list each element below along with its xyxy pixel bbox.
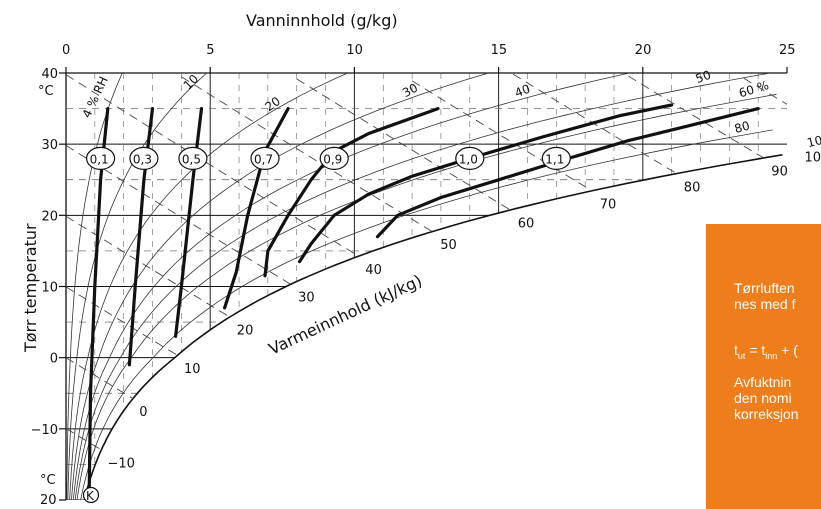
series-label: 0,9 bbox=[323, 152, 342, 166]
note-formula: tut = tinn + ( bbox=[734, 342, 798, 364]
series-label-circle bbox=[178, 146, 208, 170]
y-unit-top: °C bbox=[38, 84, 54, 99]
rh-curve bbox=[69, 72, 348, 501]
y-tick-label: 20 bbox=[41, 209, 58, 224]
y-tick-label: 10 bbox=[41, 281, 58, 296]
rh-label: 30 bbox=[400, 81, 420, 101]
enthalpy-label: 30 bbox=[298, 291, 315, 306]
x-tick-label: 15 bbox=[491, 43, 508, 58]
enthalpy-label: 10 bbox=[184, 362, 201, 377]
series-label-circle bbox=[455, 146, 485, 170]
y-tick-label: 30 bbox=[41, 138, 58, 153]
k-marker-circle bbox=[82, 486, 100, 504]
series-label: 0,5 bbox=[182, 152, 201, 166]
series-line bbox=[298, 103, 674, 264]
series-layer: 0,1 0,3 0,5 0,7 0,9 1,0 1,1 bbox=[85, 103, 760, 502]
formula-eq: = t bbox=[745, 342, 766, 358]
enthalpy-label: 50 bbox=[440, 238, 457, 253]
enthalpy-label: −10 bbox=[108, 457, 135, 472]
rh-curves-layer bbox=[66, 72, 777, 501]
note-line-2: nes med f bbox=[734, 296, 796, 312]
note-line-1: Tørrluften bbox=[734, 280, 795, 296]
formula-t: t bbox=[734, 342, 738, 358]
x-tick-label: 10 bbox=[346, 43, 363, 58]
series-label-circle bbox=[250, 146, 280, 170]
series-line bbox=[127, 107, 155, 367]
rh-label: 50 bbox=[694, 68, 713, 86]
series-line bbox=[223, 107, 290, 310]
y-bottom-label: 20 bbox=[40, 493, 57, 508]
series-line bbox=[174, 107, 204, 338]
enthalpy-line bbox=[66, 357, 297, 498]
note-line-6: korreksjon bbox=[734, 406, 799, 422]
note-line-4: Avfuktnin bbox=[734, 374, 792, 390]
x-tick-label: 25 bbox=[779, 43, 796, 58]
orange-note-panel: Tørrluften nes med f tut = tinn + ( Avfu… bbox=[706, 224, 821, 509]
grid-layer bbox=[59, 67, 788, 501]
enthalpy-label: 90 bbox=[771, 165, 788, 180]
y-tick-label: −10 bbox=[31, 423, 58, 438]
series-label: 1,0 bbox=[459, 152, 478, 166]
x-tick-label: 5 bbox=[206, 43, 214, 58]
rh-label: 40 bbox=[513, 82, 532, 101]
enthalpy-label: 70 bbox=[600, 197, 617, 212]
rh-curve bbox=[67, 72, 208, 501]
rh-curve bbox=[71, 72, 489, 501]
rh-label: 100 % RH bbox=[806, 122, 821, 150]
y-unit-bottom: °C bbox=[40, 473, 56, 488]
enthalpy-label: 40 bbox=[365, 263, 382, 278]
formula-sub-inn: inn bbox=[765, 350, 778, 361]
note-text-2: Avfuktnin den nomi korreksjon bbox=[734, 374, 799, 422]
series-label-circle bbox=[129, 146, 159, 170]
saturation-curve bbox=[83, 154, 783, 501]
rh-label: 60 % bbox=[737, 78, 770, 100]
series-line bbox=[375, 107, 760, 239]
rh-curve bbox=[80, 129, 773, 501]
series-label: 0,3 bbox=[133, 152, 152, 166]
series-line bbox=[263, 107, 440, 278]
rh-label: 80 bbox=[733, 119, 751, 136]
series-label: 0,7 bbox=[254, 152, 273, 166]
x-tick-label: 20 bbox=[635, 43, 652, 58]
enthalpy-line bbox=[512, 73, 787, 240]
series-label-circle bbox=[319, 146, 349, 170]
enthalpy-label: 0 bbox=[139, 405, 147, 420]
enthalpy-label: 80 bbox=[684, 180, 701, 195]
formula-sub-ut: ut bbox=[737, 350, 746, 361]
rh-curve bbox=[66, 72, 123, 501]
enthalpy-label: 100 bbox=[805, 151, 821, 166]
note-line-5: den nomi bbox=[734, 390, 792, 406]
y-tick-label: 0 bbox=[50, 352, 58, 367]
saturation-curve-layer bbox=[83, 154, 783, 501]
x-axis-title: Vanninnhold (g/kg) bbox=[246, 11, 398, 30]
k-marker-label: K bbox=[86, 489, 95, 503]
note-text-1: Tørrluften nes med f bbox=[734, 280, 795, 312]
formula-tail: + ( bbox=[777, 342, 798, 358]
x-tick-label: 0 bbox=[62, 43, 70, 58]
series-label: 1,1 bbox=[545, 152, 564, 166]
series-label-circle bbox=[85, 146, 116, 170]
y-axis-title: Tørr temperatur bbox=[21, 223, 40, 353]
series-label-circle bbox=[541, 146, 571, 170]
enthalpy-line bbox=[628, 75, 787, 173]
enthalpy-label: 60 bbox=[518, 217, 535, 232]
rh-label: 10 bbox=[181, 72, 202, 93]
rh-label: 20 bbox=[262, 94, 283, 114]
series-label: 0,1 bbox=[90, 152, 109, 166]
enthalpy-line bbox=[181, 76, 787, 443]
rh-curve bbox=[72, 72, 630, 501]
enthalpy-line bbox=[743, 77, 787, 105]
enthalpy-label: 20 bbox=[237, 323, 254, 338]
y-tick-label: 40 bbox=[41, 67, 58, 82]
